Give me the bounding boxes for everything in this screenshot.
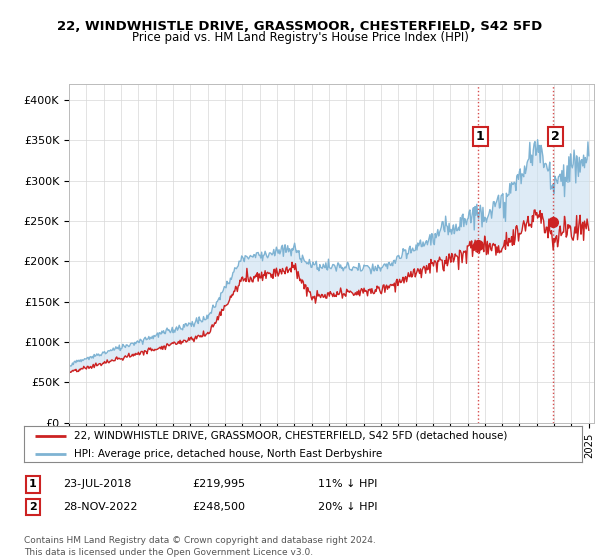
Text: £248,500: £248,500 (192, 502, 245, 512)
Text: 23-JUL-2018: 23-JUL-2018 (63, 479, 131, 489)
Text: 1: 1 (476, 130, 485, 143)
Text: £219,995: £219,995 (192, 479, 245, 489)
Text: 2: 2 (551, 130, 560, 143)
Text: 22, WINDWHISTLE DRIVE, GRASSMOOR, CHESTERFIELD, S42 5FD (detached house): 22, WINDWHISTLE DRIVE, GRASSMOOR, CHESTE… (74, 431, 508, 441)
Text: HPI: Average price, detached house, North East Derbyshire: HPI: Average price, detached house, Nort… (74, 449, 382, 459)
Text: 2: 2 (29, 502, 37, 512)
Text: 11% ↓ HPI: 11% ↓ HPI (318, 479, 377, 489)
Text: 20% ↓ HPI: 20% ↓ HPI (318, 502, 377, 512)
Text: 1: 1 (29, 479, 37, 489)
Text: Contains HM Land Registry data © Crown copyright and database right 2024.
This d: Contains HM Land Registry data © Crown c… (24, 536, 376, 557)
Text: Price paid vs. HM Land Registry's House Price Index (HPI): Price paid vs. HM Land Registry's House … (131, 31, 469, 44)
Text: 22, WINDWHISTLE DRIVE, GRASSMOOR, CHESTERFIELD, S42 5FD: 22, WINDWHISTLE DRIVE, GRASSMOOR, CHESTE… (58, 20, 542, 32)
Text: 28-NOV-2022: 28-NOV-2022 (63, 502, 137, 512)
